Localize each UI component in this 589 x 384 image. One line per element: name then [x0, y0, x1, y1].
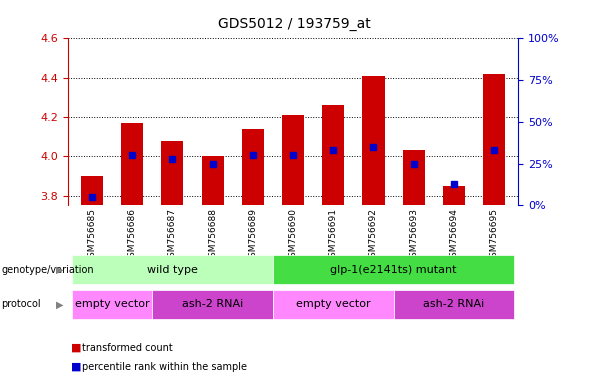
Bar	[362, 76, 385, 205]
Text: ▶: ▶	[56, 299, 64, 310]
Text: ash-2 RNAi: ash-2 RNAi	[423, 299, 485, 310]
Bar	[393, 290, 514, 319]
Bar	[121, 123, 143, 205]
Text: ■: ■	[71, 343, 81, 353]
Bar	[152, 290, 273, 319]
Text: wild type: wild type	[147, 265, 198, 275]
Text: ash-2 RNAi: ash-2 RNAi	[182, 299, 243, 310]
Bar	[403, 151, 425, 205]
Text: ▶: ▶	[56, 265, 64, 275]
Text: percentile rank within the sample: percentile rank within the sample	[82, 362, 247, 372]
Text: empty vector: empty vector	[296, 299, 370, 310]
Text: glp-1(e2141ts) mutant: glp-1(e2141ts) mutant	[330, 265, 457, 275]
Bar	[161, 141, 183, 205]
Text: protocol: protocol	[1, 299, 41, 310]
Text: empty vector: empty vector	[75, 299, 149, 310]
Bar	[273, 290, 393, 319]
Bar	[443, 186, 465, 205]
Bar	[282, 115, 304, 205]
Bar	[241, 129, 264, 205]
Bar	[72, 255, 273, 285]
Text: genotype/variation: genotype/variation	[1, 265, 94, 275]
Text: GDS5012 / 193759_at: GDS5012 / 193759_at	[218, 17, 371, 31]
Bar	[483, 74, 505, 205]
Bar	[72, 290, 152, 319]
Bar	[81, 176, 103, 205]
Bar	[201, 156, 224, 205]
Text: transformed count: transformed count	[82, 343, 173, 353]
Bar	[322, 105, 345, 205]
Bar	[273, 255, 514, 285]
Text: ■: ■	[71, 362, 81, 372]
